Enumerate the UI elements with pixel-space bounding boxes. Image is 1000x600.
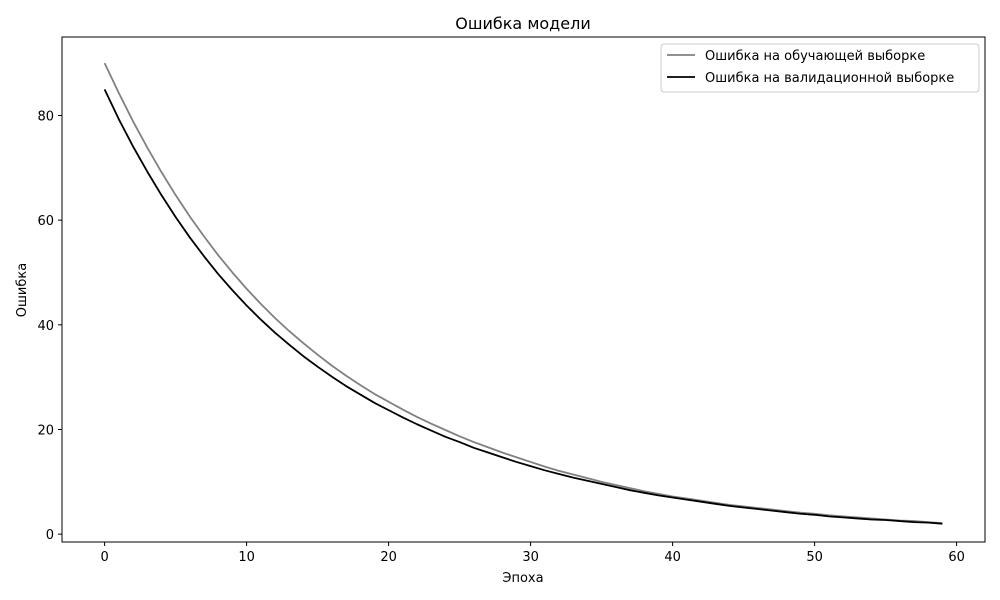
y-tick-label: 40 [37, 319, 54, 334]
plot-lines [103, 62, 943, 525]
y-tick-label: 80 [37, 109, 54, 124]
series-line-validation [103, 88, 943, 525]
legend-box [660, 43, 980, 93]
x-tick-label: 40 [664, 550, 681, 565]
x-axis-label: Эпоха [502, 571, 543, 586]
y-tick-label: 0 [46, 528, 54, 543]
y-axis: 0 20 40 60 80 [37, 109, 62, 543]
series-line-train [103, 62, 943, 525]
legend: Ошибка на обучающей выборке Ошибка на ва… [660, 43, 980, 93]
y-tick-label: 20 [37, 423, 54, 438]
chart-title: Ошибка модели [455, 14, 590, 33]
x-tick-label: 20 [380, 550, 397, 565]
x-tick-label: 0 [100, 550, 108, 565]
legend-label-train: Ошибка на обучающей выборке [705, 49, 925, 64]
plot-frame [61, 36, 986, 543]
x-tick-label: 60 [948, 550, 965, 565]
x-axis: 0 10 20 30 40 50 60 [100, 542, 965, 565]
x-tick-label: 10 [238, 550, 255, 565]
x-tick-label: 50 [806, 550, 823, 565]
y-axis-label: Ошибка [15, 263, 30, 317]
y-tick-label: 60 [37, 214, 54, 229]
legend-label-validation: Ошибка на валидационной выборке [705, 71, 954, 86]
x-tick-label: 30 [522, 550, 539, 565]
